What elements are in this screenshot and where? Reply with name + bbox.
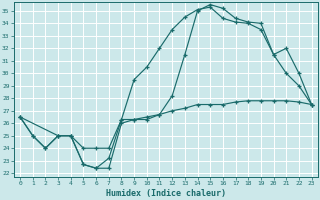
X-axis label: Humidex (Indice chaleur): Humidex (Indice chaleur)	[106, 189, 226, 198]
